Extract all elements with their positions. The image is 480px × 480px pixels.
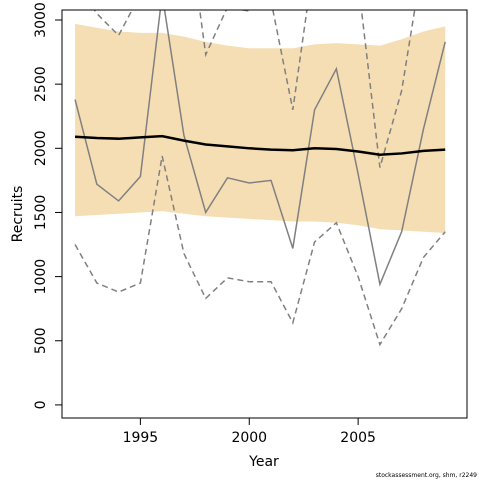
y-tick-label: 2000 — [33, 130, 49, 166]
x-axis-label: Year — [248, 454, 279, 470]
x-tick-label: 2000 — [231, 430, 267, 446]
y-tick-label: 2500 — [33, 66, 49, 102]
y-axis-label: Recruits — [10, 186, 26, 243]
y-tick-label: 0 — [33, 400, 49, 409]
y-tick-label: 3000 — [33, 2, 49, 38]
x-tick-label: 2005 — [340, 430, 376, 446]
footnote: stockassessment.org, shm, r2249 — [376, 472, 477, 479]
plot-frame — [61, 9, 468, 419]
y-tick-label: 500 — [33, 327, 49, 354]
series-line — [74, 134, 446, 156]
series-line — [74, 10, 446, 287]
y-tick-label: 1000 — [33, 259, 49, 295]
y-tick-label: 1500 — [33, 195, 49, 231]
interval-line — [74, 155, 446, 347]
plot-area — [74, 10, 446, 347]
confidence-band — [75, 23, 446, 233]
x-tick-label: 1995 — [123, 430, 159, 446]
